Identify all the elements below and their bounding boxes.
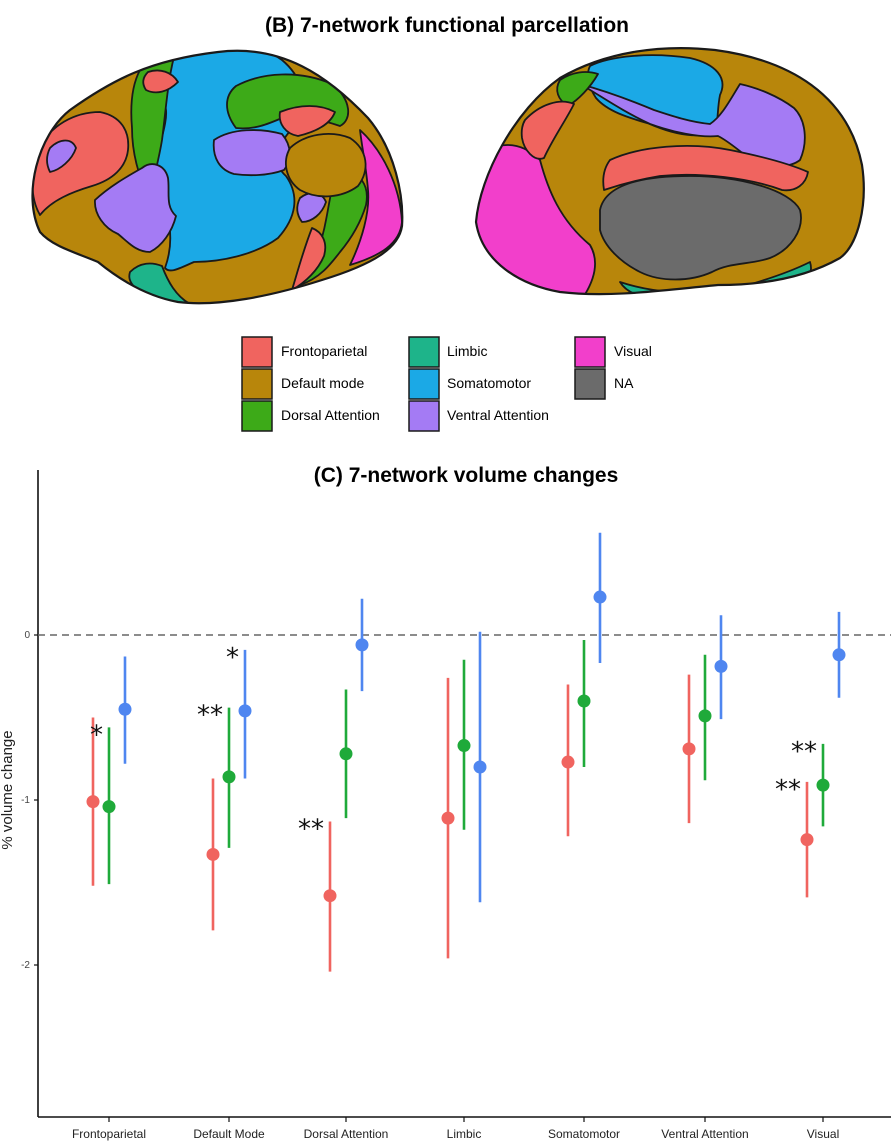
- significance-green-frontoparietal: *: [90, 720, 103, 750]
- lateral-visual-occipital: [349, 129, 403, 266]
- significance-green-visual: **: [791, 737, 817, 767]
- point-blue-dorsal-attention: [355, 638, 369, 652]
- y-axis-label: % volume change: [0, 730, 16, 849]
- significance-red-visual: **: [775, 775, 801, 805]
- legend-swatch-default-mode: [241, 368, 273, 400]
- legend-swatch-ventral-attention: [408, 400, 440, 432]
- medial-dorsal-attention-top: [556, 71, 599, 107]
- medial-na-corpus-callosum: [599, 175, 802, 281]
- lateral-ventral-attention-front: [46, 139, 77, 173]
- lateral-outline: [31, 49, 404, 305]
- point-blue-visual: [832, 648, 846, 662]
- legend-label-visual: Visual: [614, 343, 652, 359]
- x-tick-label-dorsal-attention: Dorsal Attention: [304, 1127, 389, 1141]
- y-tick-label: -1: [21, 795, 30, 806]
- x-tick-label-visual: Visual: [807, 1127, 839, 1141]
- x-tick-label-somatomotor: Somatomotor: [548, 1127, 620, 1141]
- medial-brain-surface: [474, 47, 865, 296]
- point-green-dorsal-attention: [339, 747, 353, 761]
- significance-blue-default-mode: *: [226, 643, 239, 673]
- lateral-frontoparietal-parietal: [278, 105, 336, 137]
- x-tick-label-frontoparietal: Frontoparietal: [72, 1127, 146, 1141]
- chart-title: (C) 7-network volume changes: [314, 464, 619, 487]
- point-green-default-mode: [222, 770, 236, 784]
- lateral-frontoparietal-top: [142, 69, 179, 94]
- lateral-ventral-attention-parietal: [212, 129, 291, 177]
- legend-item-default-mode: Default mode: [241, 368, 364, 400]
- y-tick-label: -2: [21, 960, 30, 971]
- medial-frontoparietal-cingulate: [602, 145, 809, 192]
- legend-item-somatomotor: Somatomotor: [408, 368, 531, 400]
- volume-change-chart: (C) 7-network volume changes % volume ch…: [0, 464, 891, 1141]
- legend-label-na: NA: [614, 375, 634, 391]
- point-red-default-mode: [206, 847, 220, 861]
- legend-label-frontoparietal: Frontoparietal: [281, 343, 367, 359]
- network-legend: Frontoparietal Default mode Dorsal Atten…: [241, 336, 652, 432]
- plot-marks: 0 -1 -2 Frontoparietal Default Mode Dorsal At…: [21, 532, 891, 1141]
- lateral-ventral-attention-mid: [94, 163, 177, 253]
- point-blue-limbic: [473, 760, 487, 774]
- lateral-frontoparietal-front: [32, 111, 130, 216]
- legend-label-somatomotor: Somatomotor: [447, 375, 531, 391]
- point-green-ventral-attention: [698, 709, 712, 723]
- x-tick-label-ventral-attention: Ventral Attention: [661, 1127, 748, 1141]
- legend-swatch-na: [574, 368, 606, 400]
- significance-red-dorsal-attention: **: [298, 814, 324, 844]
- point-green-somatomotor: [577, 694, 591, 708]
- point-blue-somatomotor: [593, 590, 607, 604]
- legend-label-default-mode: Default mode: [281, 375, 364, 391]
- medial-ventral-attention-cingulate: [579, 83, 806, 167]
- legend-label-ventral-attention: Ventral Attention: [447, 407, 549, 423]
- point-red-limbic: [441, 811, 455, 825]
- point-red-ventral-attention: [682, 742, 696, 756]
- legend-swatch-somatomotor: [408, 368, 440, 400]
- significance-green-default-mode: **: [197, 701, 223, 731]
- x-tick-label-limbic: Limbic: [447, 1127, 482, 1141]
- x-tick-label-default-mode: Default Mode: [193, 1127, 265, 1141]
- legend-swatch-limbic: [408, 336, 440, 368]
- point-blue-default-mode: [238, 704, 252, 718]
- point-blue-ventral-attention: [714, 659, 728, 673]
- medial-outline: [474, 47, 865, 296]
- legend-item-frontoparietal: Frontoparietal: [241, 336, 367, 368]
- point-green-visual: [816, 778, 830, 792]
- lateral-brain-surface: [31, 49, 404, 305]
- lateral-frontoparietal-temporal: [291, 227, 327, 291]
- point-green-limbic: [457, 739, 471, 753]
- legend-label-dorsal-attention: Dorsal Attention: [281, 407, 380, 423]
- point-red-somatomotor: [561, 755, 575, 769]
- legend-label-limbic: Limbic: [447, 343, 487, 359]
- legend-item-na: NA: [574, 368, 634, 400]
- medial-frontoparietal-precuneus: [520, 100, 575, 160]
- legend-item-ventral-attention: Ventral Attention: [408, 400, 549, 432]
- y-tick-label: 0: [24, 630, 30, 641]
- legend-swatch-dorsal-attention: [241, 400, 273, 432]
- point-red-visual: [800, 833, 814, 847]
- legend-item-dorsal-attention: Dorsal Attention: [241, 400, 380, 432]
- lateral-default-mode-parietal-lobe: [285, 133, 367, 198]
- point-red-dorsal-attention: [323, 889, 337, 903]
- legend-item-limbic: Limbic: [408, 336, 487, 368]
- legend-item-visual: Visual: [574, 336, 652, 368]
- point-green-frontoparietal: [102, 800, 116, 814]
- legend-swatch-frontoparietal: [241, 336, 273, 368]
- legend-swatch-visual: [574, 336, 606, 368]
- point-red-frontoparietal: [86, 795, 100, 809]
- panel-b-title: (B) 7-network functional parcellation: [265, 14, 629, 37]
- point-blue-frontoparietal: [118, 702, 132, 716]
